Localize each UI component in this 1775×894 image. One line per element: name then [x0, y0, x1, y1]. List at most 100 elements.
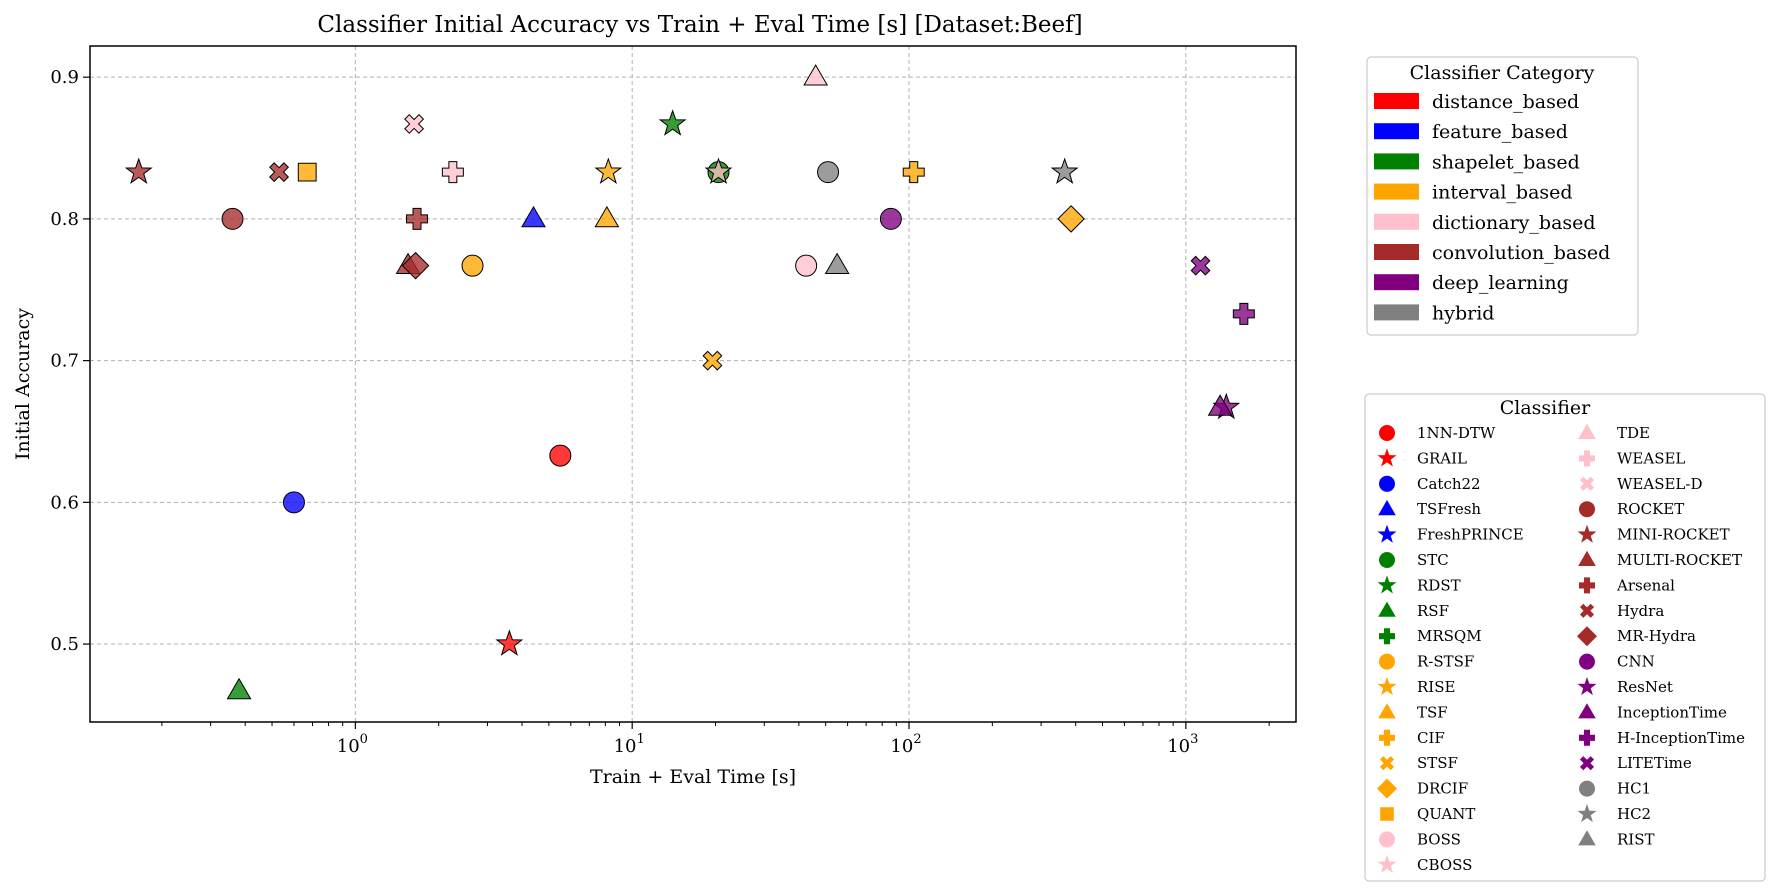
classifier-legend-label: R-STSF	[1417, 653, 1474, 671]
legend-marker	[1379, 756, 1395, 771]
category-legend-label: hybrid	[1432, 302, 1494, 324]
point-mini-rocket	[124, 157, 153, 184]
y-tick-label: 0.8	[50, 209, 79, 230]
classifier-legend-label: GRAIL	[1417, 449, 1467, 467]
y-tick-label: 0.6	[50, 492, 79, 513]
classifier-legend-label: MRSQM	[1417, 627, 1482, 645]
point-hc2	[1050, 157, 1079, 184]
classifier-legend-label: Hydra	[1617, 602, 1664, 620]
classifier-legend-label: STSF	[1417, 754, 1458, 772]
classifier-legend-label: WEASEL-D	[1617, 475, 1702, 493]
legend-marker	[1579, 450, 1595, 467]
classifier-legend-label: TDE	[1617, 424, 1650, 442]
classifier-legend-label: Arsenal	[1616, 576, 1675, 594]
classifier-legend-label: MR-Hydra	[1617, 627, 1696, 645]
legend-marker	[1377, 524, 1397, 543]
point-rsf	[226, 677, 252, 700]
classifier-legend-label: MINI-ROCKET	[1617, 526, 1730, 544]
point-boss	[795, 254, 818, 277]
point-weasel	[441, 161, 464, 184]
legend-marker	[1377, 778, 1397, 799]
classifier-legend-label: RIST	[1617, 830, 1655, 848]
y-axis-label: Initial Accuracy	[12, 308, 34, 460]
point-tsfresh	[521, 205, 546, 228]
point-tsf	[594, 205, 620, 228]
point-drcif	[1057, 205, 1085, 233]
plot-frame	[89, 45, 1297, 723]
classifier-legend-label: ResNet	[1617, 678, 1673, 696]
y-tick-label: 0.9	[50, 67, 79, 88]
point-stsf	[702, 350, 723, 371]
category-swatch	[1374, 304, 1419, 321]
x-tick-label: 102	[890, 732, 921, 757]
grid-lines	[90, 46, 1296, 722]
legend-marker	[1378, 500, 1396, 516]
category-swatch	[1374, 93, 1419, 109]
x-tick-label: 103	[1167, 732, 1198, 757]
classifier-legend-label: CIF	[1417, 729, 1445, 747]
classifier-legend-label: MULTI-ROCKET	[1617, 551, 1742, 569]
point-rise	[594, 157, 623, 184]
point-hydra	[269, 162, 290, 183]
classifier-legend-label: BOSS	[1417, 830, 1461, 848]
category-legend-label: interval_based	[1432, 182, 1573, 204]
legend-marker	[1578, 550, 1596, 566]
classifier-legend-label: CBOSS	[1417, 856, 1472, 874]
category-legend: Classifier Category distance_basedfeatur…	[1366, 56, 1639, 336]
legend-marker	[1579, 603, 1595, 618]
category-swatch	[1374, 274, 1419, 291]
legend-marker	[1379, 831, 1395, 848]
classifier-legend: Classifier 1NN-DTW GRAIL Catch22 TSFresh Fre…	[1364, 393, 1766, 882]
y-tick-label: 0.5	[50, 634, 79, 655]
legend-marker	[1578, 830, 1596, 846]
classifier-legend-label: LITETime	[1617, 754, 1692, 772]
point-rist	[824, 252, 850, 275]
legend-marker	[1378, 703, 1396, 719]
classifier-legend-label: STC	[1417, 551, 1449, 569]
point-quant	[297, 162, 317, 182]
legend-marker	[1379, 628, 1395, 645]
legend-marker	[1579, 780, 1595, 797]
classifier-legend-label: RDST	[1417, 576, 1461, 594]
category-swatch	[1374, 123, 1419, 140]
category-legend-label: distance_based	[1432, 91, 1579, 113]
y-tick-label: 0.7	[50, 351, 79, 372]
legend-marker	[1579, 653, 1595, 670]
category-legend-frame	[1366, 56, 1639, 336]
classifier-legend-label: ROCKET	[1617, 500, 1684, 518]
classifier-legend-label: QUANT	[1417, 805, 1475, 823]
classifier-legend-label: 1NN-DTW	[1417, 424, 1496, 442]
category-swatch	[1374, 213, 1419, 230]
category-legend-label: deep_learning	[1432, 272, 1569, 294]
point-inceptiontime	[1207, 394, 1233, 416]
classifier-legend-label: Catch22	[1417, 475, 1481, 493]
classifier-legend-label: H-InceptionTime	[1617, 729, 1745, 747]
point-r-stsf	[461, 254, 484, 277]
x-axis-ticks: 100 101 102 103	[337, 722, 1198, 757]
legend-marker	[1379, 653, 1395, 670]
x-tick-label: 101	[614, 732, 645, 757]
x-tick-label: 100	[337, 732, 368, 757]
point-weasel-d	[404, 113, 425, 134]
point-rocket	[221, 207, 244, 230]
classifier-legend-label: RISE	[1417, 678, 1455, 696]
category-legend-label: shapelet_based	[1432, 151, 1580, 173]
legend-marker	[1380, 807, 1394, 821]
point-rdst	[658, 109, 687, 136]
point-tde	[803, 64, 829, 86]
legend-marker	[1577, 524, 1597, 543]
category-legend-title: Classifier Category	[1410, 62, 1595, 84]
classifier-legend-label: HC1	[1617, 780, 1651, 798]
data-points	[124, 64, 1255, 700]
point-catch22	[282, 491, 305, 514]
legend-marker	[1379, 729, 1395, 746]
legend-marker	[1577, 626, 1597, 647]
legend-marker	[1377, 854, 1397, 873]
legend-marker	[1378, 601, 1396, 617]
classifier-legend-label: TSFresh	[1417, 500, 1481, 518]
legend-marker	[1379, 425, 1395, 441]
category-legend-label: feature_based	[1432, 121, 1568, 143]
legend-marker	[1579, 729, 1595, 746]
category-swatch	[1374, 183, 1419, 200]
classifier-legend-label: CNN	[1617, 653, 1655, 671]
